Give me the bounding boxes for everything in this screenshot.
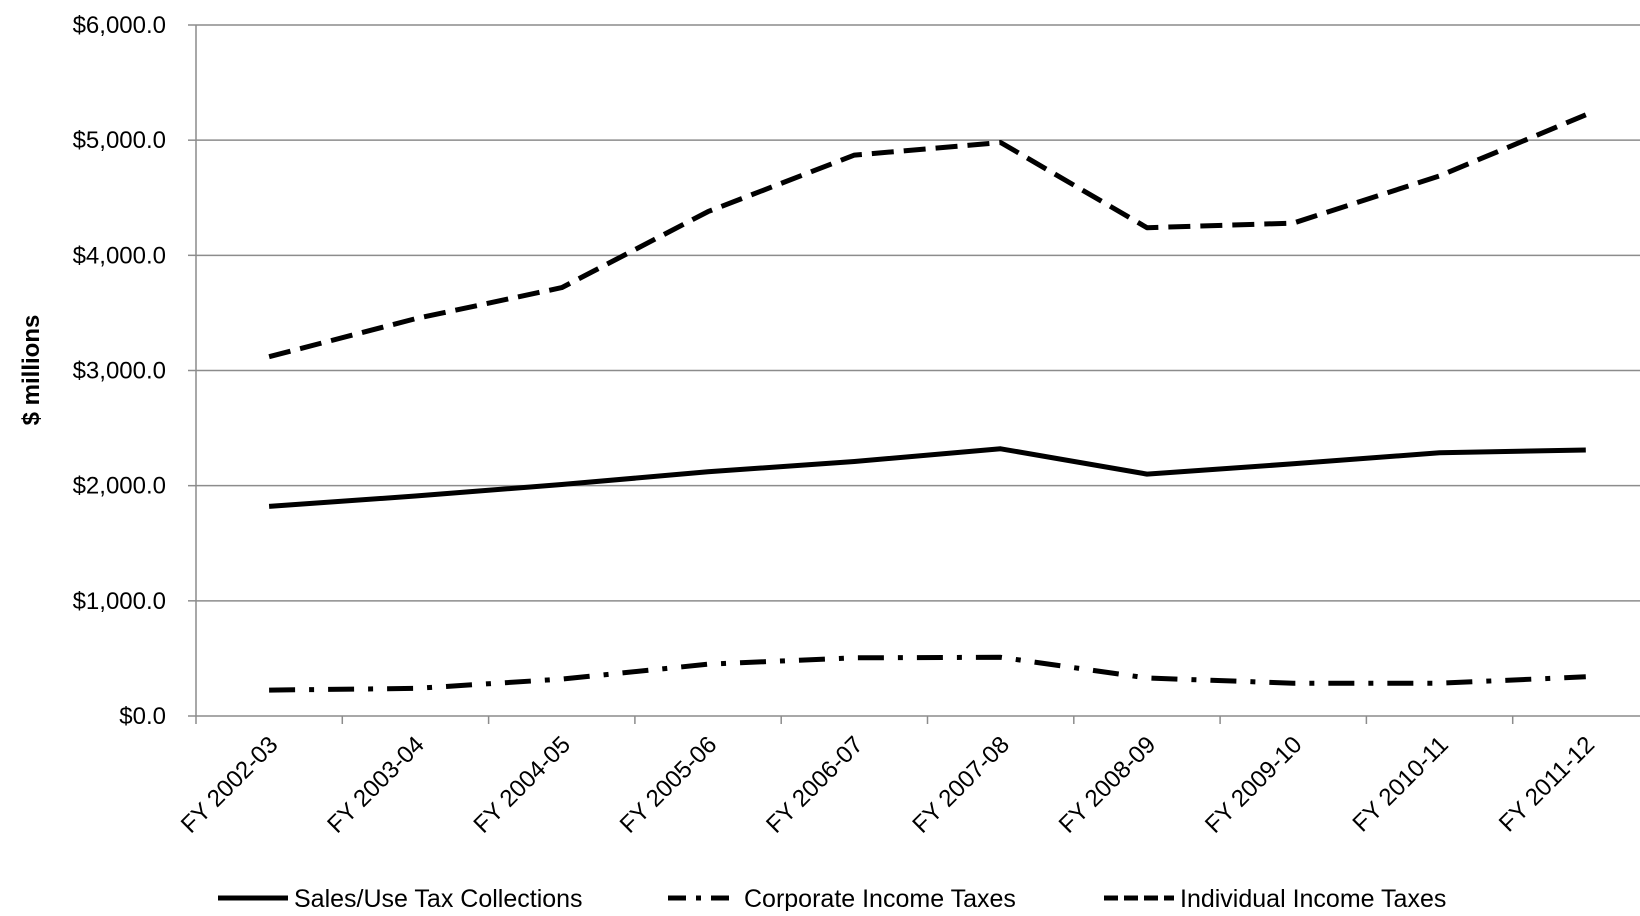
y-tick-label: $2,000.0: [73, 473, 166, 500]
axes: [188, 24, 1640, 724]
legend-label: Sales/Use Tax Collections: [294, 885, 583, 911]
gridlines: [196, 24, 1640, 602]
x-tick-labels: FY 2002-03 FY 2003-04 FY 2004-05 FY 2005-06…: [176, 731, 1600, 838]
legend-label: Corporate Income Taxes: [744, 885, 1016, 911]
legend-item: Corporate Income Taxes: [668, 885, 1016, 913]
y-tick-labels: $0.0 $1,000.0 $2,000.0 $3,000.0 $4,000.0 $5,0…: [73, 12, 166, 730]
series-line: [268, 112, 1587, 360]
y-tick-label: $6,000.0: [73, 12, 166, 39]
x-tick-label: FY 2002-03: [176, 731, 283, 838]
legend-item: Individual Income Taxes: [1104, 885, 1446, 913]
series-line: [268, 446, 1586, 509]
legend: Sales/Use Tax Collections Corporate Incom…: [218, 885, 1446, 913]
y-axis-label: $ millions: [18, 315, 45, 426]
x-tick-label: FY 2009-10: [1200, 731, 1307, 838]
legend-item: Sales/Use Tax Collections: [218, 885, 583, 913]
series-lines: [268, 112, 1587, 693]
y-tick-label: $0.0: [119, 703, 166, 730]
y-tick-label: $1,000.0: [73, 588, 166, 615]
x-tick-label: FY 2003-04: [322, 731, 429, 838]
legend-label: Individual Income Taxes: [1180, 885, 1446, 911]
x-tick-label: FY 2007-08: [907, 731, 1014, 838]
y-tick-label: $4,000.0: [73, 242, 166, 269]
y-tick-label: $3,000.0: [73, 358, 166, 385]
y-tick-label: $5,000.0: [73, 127, 166, 154]
x-tick-label: FY 2005-06: [615, 731, 722, 838]
x-tick-label: FY 2008-09: [1054, 731, 1161, 838]
x-tick-label: FY 2004-05: [469, 731, 576, 838]
series-line: [269, 654, 1586, 693]
x-tick-label: FY 2006-07: [761, 731, 868, 838]
x-tick-label: FY 2010-11: [1348, 731, 1454, 837]
x-tick-label: FY 2011-12: [1494, 731, 1600, 837]
